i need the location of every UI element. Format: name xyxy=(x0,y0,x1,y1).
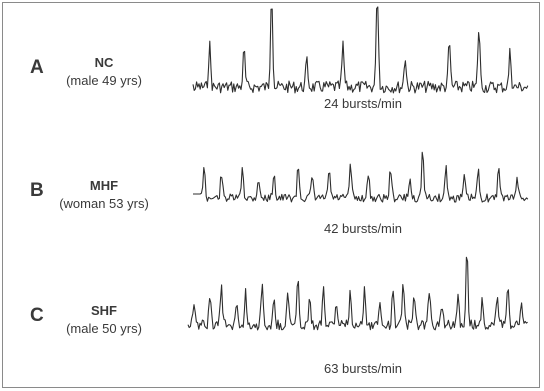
panel-c: C SHF (male 50 yrs) 63 bursts/min xyxy=(3,251,539,376)
msna-trace xyxy=(187,256,528,331)
group-name: NC xyxy=(94,55,114,70)
group-label: MHF (woman 53 yrs) xyxy=(51,178,157,211)
panel-letter: C xyxy=(30,305,44,326)
figure-frame: A NC (male 49 yrs) 24 bursts/min B MHF (… xyxy=(2,2,540,388)
subject-info: (male 50 yrs) xyxy=(66,321,142,336)
msna-trace xyxy=(193,151,529,203)
burst-rate-label: 24 bursts/min xyxy=(323,96,403,111)
trace-line xyxy=(192,6,529,94)
subject-info: (male 49 yrs) xyxy=(66,73,142,88)
msna-trace xyxy=(192,6,529,94)
burst-rate-label: 42 bursts/min xyxy=(323,221,403,236)
group-name: SHF xyxy=(91,303,117,318)
trace-line xyxy=(187,256,528,331)
panel-a: A NC (male 49 yrs) 24 bursts/min xyxy=(3,3,539,123)
group-label: SHF (male 50 yrs) xyxy=(51,303,157,336)
panel-letter: A xyxy=(30,57,44,78)
burst-rate-label: 63 bursts/min xyxy=(323,361,403,376)
panel-letter: B xyxy=(30,180,44,201)
panel-b: B MHF (woman 53 yrs) 42 bursts/min xyxy=(3,126,539,246)
trace-line xyxy=(193,151,529,203)
group-name: MHF xyxy=(89,178,119,193)
subject-info: (woman 53 yrs) xyxy=(59,196,149,211)
group-label: NC (male 49 yrs) xyxy=(51,55,157,88)
